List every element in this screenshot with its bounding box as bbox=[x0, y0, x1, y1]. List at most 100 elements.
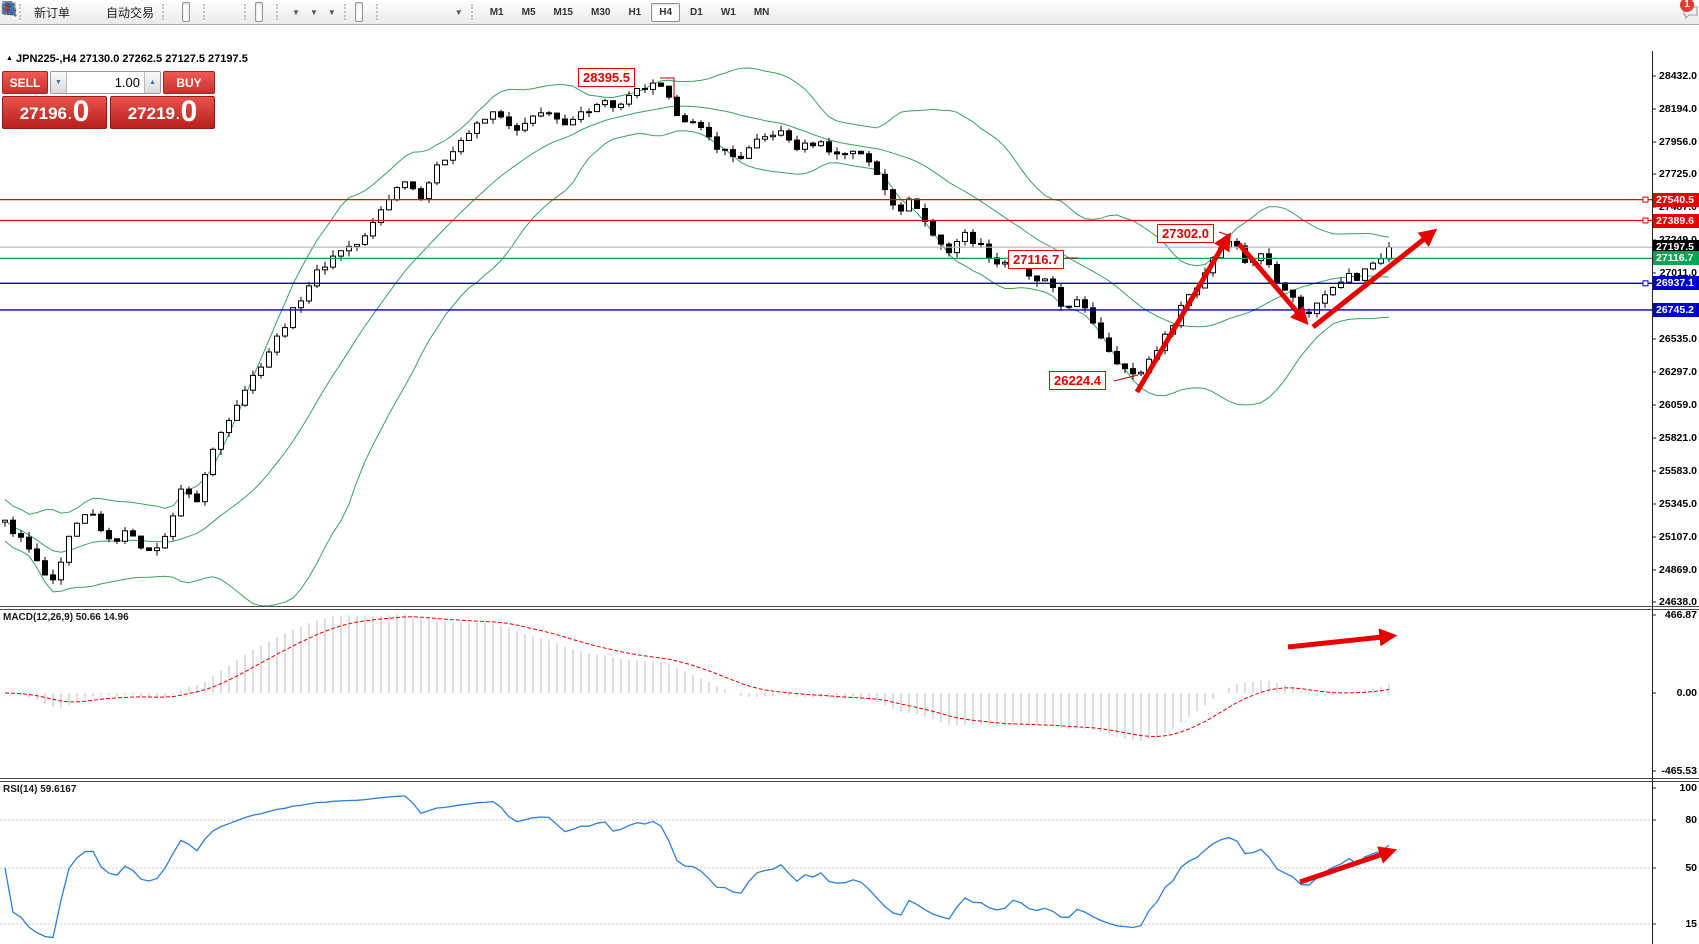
macd-axis-label: 0.00 bbox=[1676, 687, 1697, 699]
timeframe-W1[interactable]: W1 bbox=[720, 6, 736, 18]
search-button[interactable] bbox=[2, 2, 1679, 22]
new-order-label: 新订单 bbox=[34, 5, 71, 20]
candlesticks bbox=[2, 79, 1392, 585]
price-axis: 28432.028194.027956.027725.027487.027249… bbox=[1653, 25, 1699, 944]
gold-button[interactable] bbox=[1, 2, 83, 22]
price-tag: 26937.1 bbox=[1653, 276, 1699, 291]
price-annotation-label: 27302.0 bbox=[1157, 224, 1214, 243]
sell-button[interactable]: SELL bbox=[2, 71, 48, 94]
price-axis-label: 28432.0 bbox=[1659, 70, 1697, 82]
new-order-button[interactable]: 新订单 bbox=[2, 1, 74, 22]
candlestick-chart-button[interactable] bbox=[2, 1, 191, 22]
toolbar-grip bbox=[162, 4, 169, 20]
price-tag: 27116.7 bbox=[1653, 251, 1699, 266]
zoom-out-button[interactable] bbox=[2, 2, 231, 22]
toolbar-grip bbox=[375, 4, 383, 20]
macd-axis-label: -465.53 bbox=[1661, 765, 1697, 777]
cursor-button[interactable] bbox=[5, 2, 363, 22]
svg-text:T: T bbox=[6, 4, 12, 15]
notification-badge: 1 bbox=[1680, 0, 1694, 12]
price-tag: 27197.5 bbox=[1653, 240, 1699, 255]
symbol-ohlc-text: JPN225-,H4 27130.0 27262.5 27127.5 27197… bbox=[16, 53, 248, 65]
toolbar-grip bbox=[276, 4, 283, 20]
tile-windows-button[interactable] bbox=[2, 2, 240, 22]
profile-button[interactable] bbox=[3, 2, 92, 22]
horizontal-level-lines bbox=[0, 199, 1652, 311]
one-click-trading-panel: SELL ▼ 1.00 ▲ BUY 27196. 0 27219. 0 bbox=[2, 71, 215, 129]
toolbar-grip bbox=[343, 4, 351, 20]
timeframe-H1[interactable]: H1 bbox=[628, 6, 642, 18]
volume-input[interactable]: 1.00 bbox=[114, 75, 140, 90]
price-axis-label: 24869.0 bbox=[1659, 564, 1697, 576]
timeframe-H4[interactable]: H4 bbox=[651, 2, 681, 22]
price-annotation-label: 26224.4 bbox=[1049, 371, 1106, 390]
price-axis-label: 25583.0 bbox=[1659, 465, 1697, 477]
search-icon bbox=[2, 2, 17, 17]
vertical-line-button[interactable] bbox=[7, 2, 395, 22]
price-annotation-label: 27116.7 bbox=[1008, 250, 1065, 269]
toolbar-grip bbox=[244, 4, 251, 20]
equidistant-channel-button[interactable]: E bbox=[1, 2, 422, 22]
symbol-info: ▲ JPN225-,H4 27130.0 27262.5 27127.5 271… bbox=[6, 53, 248, 65]
timeframe-toolbar: M1 M5 M15 M30 H1 H4 D1 W1 MN bbox=[482, 2, 778, 22]
symbol-marker-icon: ▲ bbox=[6, 55, 13, 62]
line-chart-button[interactable] bbox=[1, 2, 199, 22]
price-axis-label: 28194.0 bbox=[1659, 103, 1697, 115]
price-axis-label: 24638.0 bbox=[1659, 596, 1697, 608]
buy-button[interactable]: BUY bbox=[163, 71, 215, 94]
text-label-button[interactable]: T bbox=[1, 2, 449, 22]
toolbar-grip bbox=[470, 4, 478, 20]
signals-button[interactable] bbox=[2, 2, 101, 22]
auto-scroll-button[interactable] bbox=[2, 2, 264, 22]
macd-axis-label: 466.87 bbox=[1664, 609, 1697, 621]
main-toolbar: 新订单 自动交易 ▼ ▼ ▼ E F A T ▼ bbox=[0, 0, 1699, 25]
sell-price-display[interactable]: 27196. 0 bbox=[2, 96, 107, 129]
new-chart-dropdown[interactable]: ▼ bbox=[2, 2, 304, 22]
arrows-dropdown[interactable]: ▼ bbox=[3, 2, 467, 22]
zoom-in-button[interactable] bbox=[2, 2, 222, 22]
timeframe-D1[interactable]: D1 bbox=[690, 6, 703, 18]
price-axis-label: 27725.0 bbox=[1659, 168, 1697, 180]
chart-window: ▲ JPN225-,H4 27130.0 27262.5 27127.5 271… bbox=[0, 25, 1699, 944]
timeframe-M5[interactable]: M5 bbox=[521, 6, 536, 18]
rsi-axis-label: 80 bbox=[1685, 814, 1697, 826]
volume-increase-button[interactable]: ▲ bbox=[144, 72, 160, 93]
bar-chart-button[interactable] bbox=[3, 2, 181, 22]
toolbar-grip bbox=[19, 4, 26, 20]
volume-decrease-button[interactable]: ▼ bbox=[51, 72, 67, 93]
price-annotation-label: 28395.5 bbox=[578, 68, 635, 87]
chart-canvas[interactable] bbox=[0, 25, 1699, 944]
bollinger-bands bbox=[4, 67, 1390, 606]
timeframe-M1[interactable]: M1 bbox=[489, 6, 504, 18]
autotrading-label: 自动交易 bbox=[106, 5, 155, 20]
periods-dropdown[interactable]: ▼ bbox=[2, 2, 322, 22]
rsi-indicator bbox=[0, 795, 1652, 939]
autotrading-button[interactable]: 自动交易 bbox=[2, 2, 158, 22]
price-tag: 27540.5 bbox=[1653, 192, 1699, 207]
rsi-label: RSI(14) 59.6167 bbox=[3, 784, 77, 795]
price-axis-label: 26059.0 bbox=[1659, 399, 1697, 411]
rsi-axis-label: 15 bbox=[1685, 918, 1697, 930]
price-axis-label: 27011.0 bbox=[1659, 267, 1697, 279]
timeframe-M30[interactable]: M30 bbox=[590, 6, 611, 18]
price-axis-label: 26297.0 bbox=[1659, 366, 1697, 378]
price-axis-label: 26535.0 bbox=[1659, 333, 1697, 345]
text-button[interactable]: A bbox=[3, 1, 440, 22]
chat-button[interactable]: 1 bbox=[1680, 0, 1698, 22]
chart-frame bbox=[0, 51, 1699, 944]
chart-shift-button[interactable] bbox=[2, 2, 272, 22]
volume-stepper: ▼ 1.00 ▲ bbox=[50, 71, 161, 94]
crosshair-button[interactable] bbox=[2, 2, 372, 22]
buy-price-display[interactable]: 27219. 0 bbox=[110, 96, 215, 129]
timeframe-M15[interactable]: M15 bbox=[553, 6, 573, 18]
trendline-button[interactable] bbox=[2, 2, 413, 22]
price-axis-label: 27956.0 bbox=[1659, 136, 1697, 148]
fibonacci-button[interactable]: F bbox=[2, 2, 431, 22]
price-tag: 27389.6 bbox=[1653, 213, 1699, 228]
timeframe-MN[interactable]: MN bbox=[753, 6, 770, 18]
indicators-dropdown[interactable]: ▼ bbox=[2, 2, 340, 22]
horizontal-line-button[interactable] bbox=[2, 2, 404, 22]
rsi-axis-label: 0 bbox=[1691, 942, 1697, 944]
macd-label: MACD(12,26,9) 50.66 14.96 bbox=[3, 612, 129, 623]
